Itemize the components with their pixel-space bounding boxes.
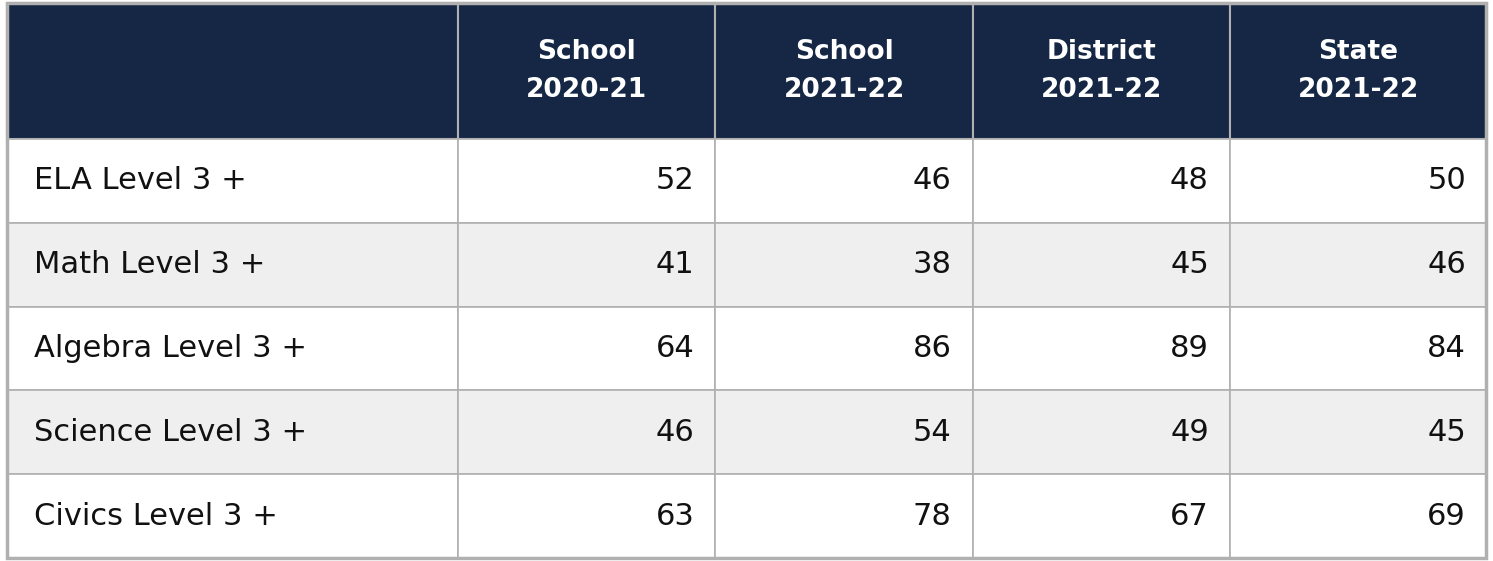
Bar [715,475,972,558]
Text: 45: 45 [1171,250,1209,279]
Text: 46: 46 [655,418,694,447]
Bar [715,139,972,223]
Bar [972,475,1230,558]
Bar [715,223,972,307]
Bar [1230,139,1487,223]
Bar [458,3,715,139]
Bar [7,3,458,139]
Bar [972,139,1230,223]
Text: 86: 86 [912,334,951,363]
Text: School
2021-22: School 2021-22 [784,39,905,103]
Text: District
2021-22: District 2021-22 [1041,39,1162,103]
Text: 49: 49 [1171,418,1209,447]
Bar [7,223,458,307]
Text: 63: 63 [655,502,694,531]
Bar [1230,390,1487,475]
Bar [972,390,1230,475]
Text: School
2020-21: School 2020-21 [526,39,648,103]
Text: Algebra Level 3 +: Algebra Level 3 + [34,334,308,363]
Bar [715,390,972,475]
Bar [458,139,715,223]
Text: Science Level 3 +: Science Level 3 + [34,418,308,447]
Text: 48: 48 [1171,166,1209,195]
Text: 89: 89 [1171,334,1209,363]
Text: 84: 84 [1427,334,1466,363]
Bar [1230,475,1487,558]
Text: 46: 46 [914,166,951,195]
Bar [972,3,1230,139]
Bar [458,223,715,307]
Bar [972,223,1230,307]
Bar [715,307,972,390]
Text: State
2021-22: State 2021-22 [1297,39,1418,103]
Text: Civics Level 3 +: Civics Level 3 + [34,502,278,531]
Bar [1230,307,1487,390]
Text: 46: 46 [1427,250,1466,279]
Bar [1230,3,1487,139]
Text: 78: 78 [912,502,951,531]
Text: 69: 69 [1427,502,1466,531]
Bar [458,390,715,475]
Bar [715,3,972,139]
Text: 45: 45 [1427,418,1466,447]
Bar [458,307,715,390]
Text: 38: 38 [912,250,951,279]
Text: 67: 67 [1171,502,1209,531]
Text: ELA Level 3 +: ELA Level 3 + [34,166,246,195]
Bar [7,390,458,475]
Text: Math Level 3 +: Math Level 3 + [34,250,266,279]
Bar [458,475,715,558]
Text: 64: 64 [655,334,694,363]
Text: 54: 54 [914,418,951,447]
Bar [7,475,458,558]
Bar [7,139,458,223]
Text: 52: 52 [655,166,694,195]
Text: 50: 50 [1427,166,1466,195]
Bar [972,307,1230,390]
Text: 41: 41 [655,250,694,279]
Bar [1230,223,1487,307]
Bar [7,307,458,390]
